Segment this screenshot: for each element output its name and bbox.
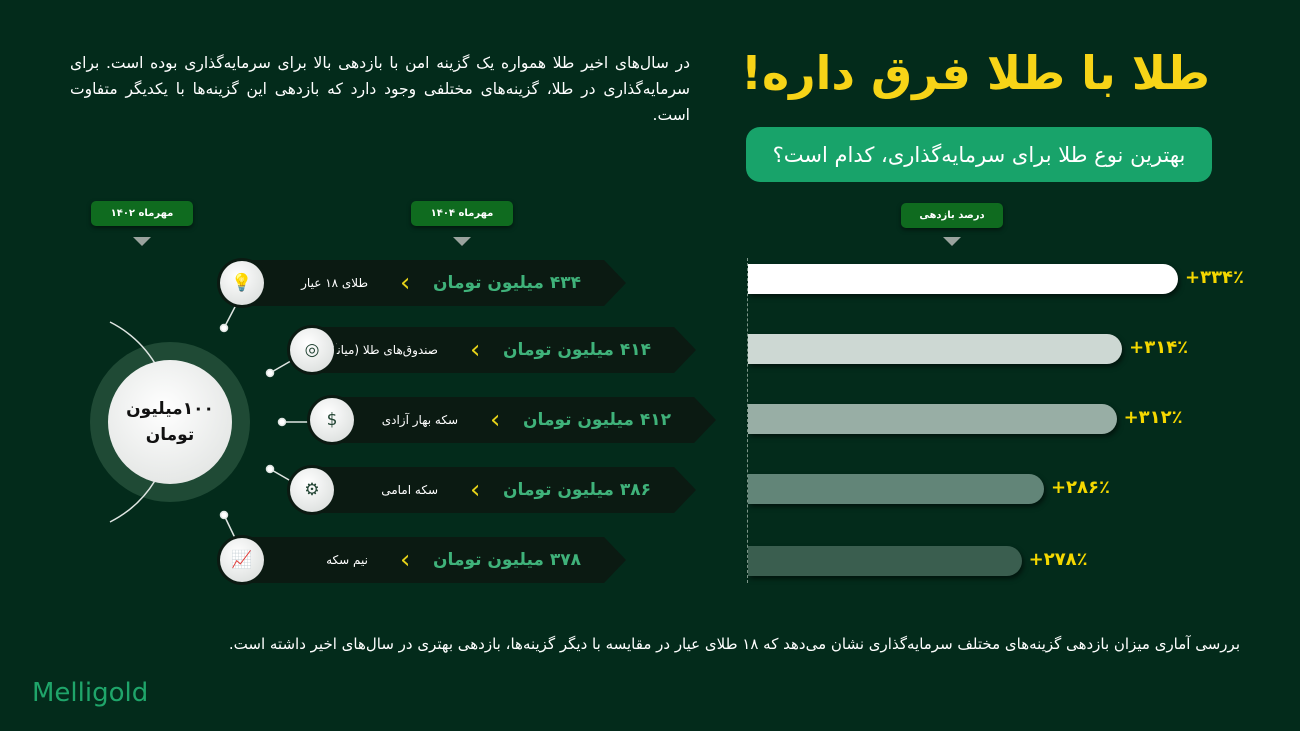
down-triangle-icon	[133, 237, 151, 246]
option-name: صندوق‌های طلا (میانگین)	[313, 343, 438, 357]
return-bar	[748, 546, 1022, 576]
initial-amount: ۱۰۰میلیون	[126, 399, 214, 419]
footer-paragraph: بررسی آماری میزان بازدهی گزینه‌های مختلف…	[228, 635, 1240, 653]
chart-axis-line	[747, 258, 748, 583]
option-amount: ۳۸۶ میلیون تومان	[503, 480, 651, 500]
return-label: +۳۱۲٪	[1123, 407, 1183, 428]
investment-option-row: نیم سکه ‹ ۳۷۸ میلیون تومان	[220, 537, 626, 583]
option-name: نیم سکه	[326, 553, 368, 567]
melligold-logo: Melligold	[32, 678, 149, 708]
tag-return-percent: درصد بازدهی	[901, 203, 1003, 228]
down-triangle-icon	[453, 237, 471, 246]
option-name: سکه بهار آزادی	[381, 413, 458, 427]
chevron-icon: ‹	[400, 545, 411, 575]
return-label: +۲۸۶٪	[1050, 477, 1110, 498]
return-bar	[748, 404, 1117, 434]
option-amount: ۴۳۴ میلیون تومان	[433, 273, 581, 293]
lightbulb-icon: 💡	[220, 261, 264, 305]
chevron-icon: ‹	[470, 335, 481, 365]
investment-option-row: صندوق‌های طلا (میانگین) ‹ ۴۱۴ میلیون توم…	[290, 327, 696, 373]
option-amount: ۳۷۸ میلیون تومان	[433, 550, 581, 570]
investment-option-row: سکه امامی ‹ ۳۸۶ میلیون تومان	[290, 467, 696, 513]
return-label: +۲۷۸٪	[1028, 549, 1088, 570]
return-bar	[748, 334, 1123, 364]
coin-hand-icon: $	[310, 398, 354, 442]
dollar-gear-icon: ⚙	[290, 468, 334, 512]
option-name: سکه امامی	[381, 483, 438, 497]
option-name: طلای ۱۸ عیار	[301, 276, 368, 290]
chevron-icon: ‹	[470, 475, 481, 505]
return-label: +۳۳۴٪	[1185, 267, 1245, 288]
target-icon: ◎	[290, 328, 334, 372]
subtitle-banner: بهترین نوع طلا برای سرمایه‌گذاری، کدام ا…	[746, 127, 1212, 182]
return-label: +۳۱۴٪	[1129, 337, 1189, 358]
investment-option-row: سکه بهار آزادی ‹ ۴۱۲ میلیون تومان	[310, 397, 716, 443]
down-triangle-icon	[943, 237, 961, 246]
tag-end-date: مهرماه ۱۴۰۴	[411, 201, 513, 226]
option-amount: ۴۱۲ میلیون تومان	[523, 410, 671, 430]
chevron-icon: ‹	[400, 268, 411, 298]
option-amount: ۴۱۴ میلیون تومان	[503, 340, 651, 360]
intro-paragraph: در سال‌های اخیر طلا همواره یک گزینه امن …	[70, 54, 690, 124]
return-bar	[748, 474, 1044, 504]
initial-unit: تومان	[145, 425, 195, 445]
page-title: طلا با طلا فرق داره!	[741, 46, 1210, 100]
growth-chart-icon: 📈	[220, 538, 264, 582]
investment-option-row: طلای ۱۸ عیار ‹ ۴۳۴ میلیون تومان	[220, 260, 626, 306]
return-bar	[748, 264, 1178, 294]
chevron-icon: ‹	[490, 405, 501, 435]
tag-start-date: مهرماه ۱۴۰۲	[91, 201, 193, 226]
initial-investment-circle: ۱۰۰میلیون تومان	[108, 360, 232, 484]
